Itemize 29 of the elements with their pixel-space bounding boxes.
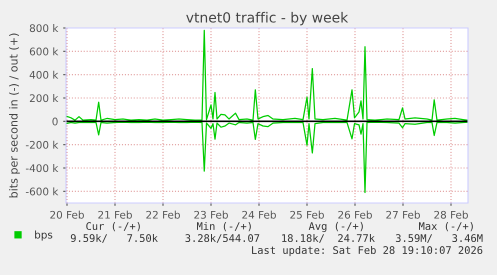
x-tick-label: 22 Feb: [146, 210, 180, 219]
y-tick-label: -200 k: [26, 140, 58, 149]
text: 3.59M/ 3.46M: [396, 234, 483, 243]
text: Cur (-/+): [86, 222, 140, 232]
y-tick-label: 600 k: [30, 47, 58, 56]
text: Last update: Sat Feb 28 19:10:07 2026: [252, 246, 482, 256]
y-tick-label: -600 k: [26, 187, 58, 196]
x-tick-label: 25 Feb: [290, 210, 324, 219]
y-tick-label: -400 k: [26, 164, 58, 172]
text: 18.18k/ 24.77k: [282, 234, 375, 243]
x-tick-label: 26 Feb: [338, 210, 372, 219]
x-tick-label: 20 Feb: [50, 210, 84, 219]
y-tick-label: 400 k: [30, 70, 58, 79]
text: Max (-/+): [418, 222, 473, 232]
x-tick-label: 24 Feb: [242, 210, 276, 219]
text: 9.59k/ 7.50k: [70, 234, 158, 243]
y-tick-label: 200 k: [30, 94, 58, 102]
y-tick-label: 800 k: [30, 24, 58, 32]
chart-title: vtnet0 traffic - by week: [186, 12, 348, 26]
x-tick-label: 21 Feb: [98, 210, 132, 219]
x-tick-label: 27 Feb: [386, 210, 420, 219]
x-tick-label: 23 Feb: [194, 210, 228, 219]
text: Avg (-/+): [308, 222, 363, 232]
y-axis-title: bits per second in (-) / out (+): [9, 34, 20, 198]
text: 3.28k/544.07: [185, 234, 260, 243]
legend-label: bps: [35, 230, 52, 241]
x-tick-label: 28 Feb: [434, 210, 468, 219]
y-tick-label: 0: [52, 118, 58, 126]
text: Min (-/+): [196, 222, 251, 232]
